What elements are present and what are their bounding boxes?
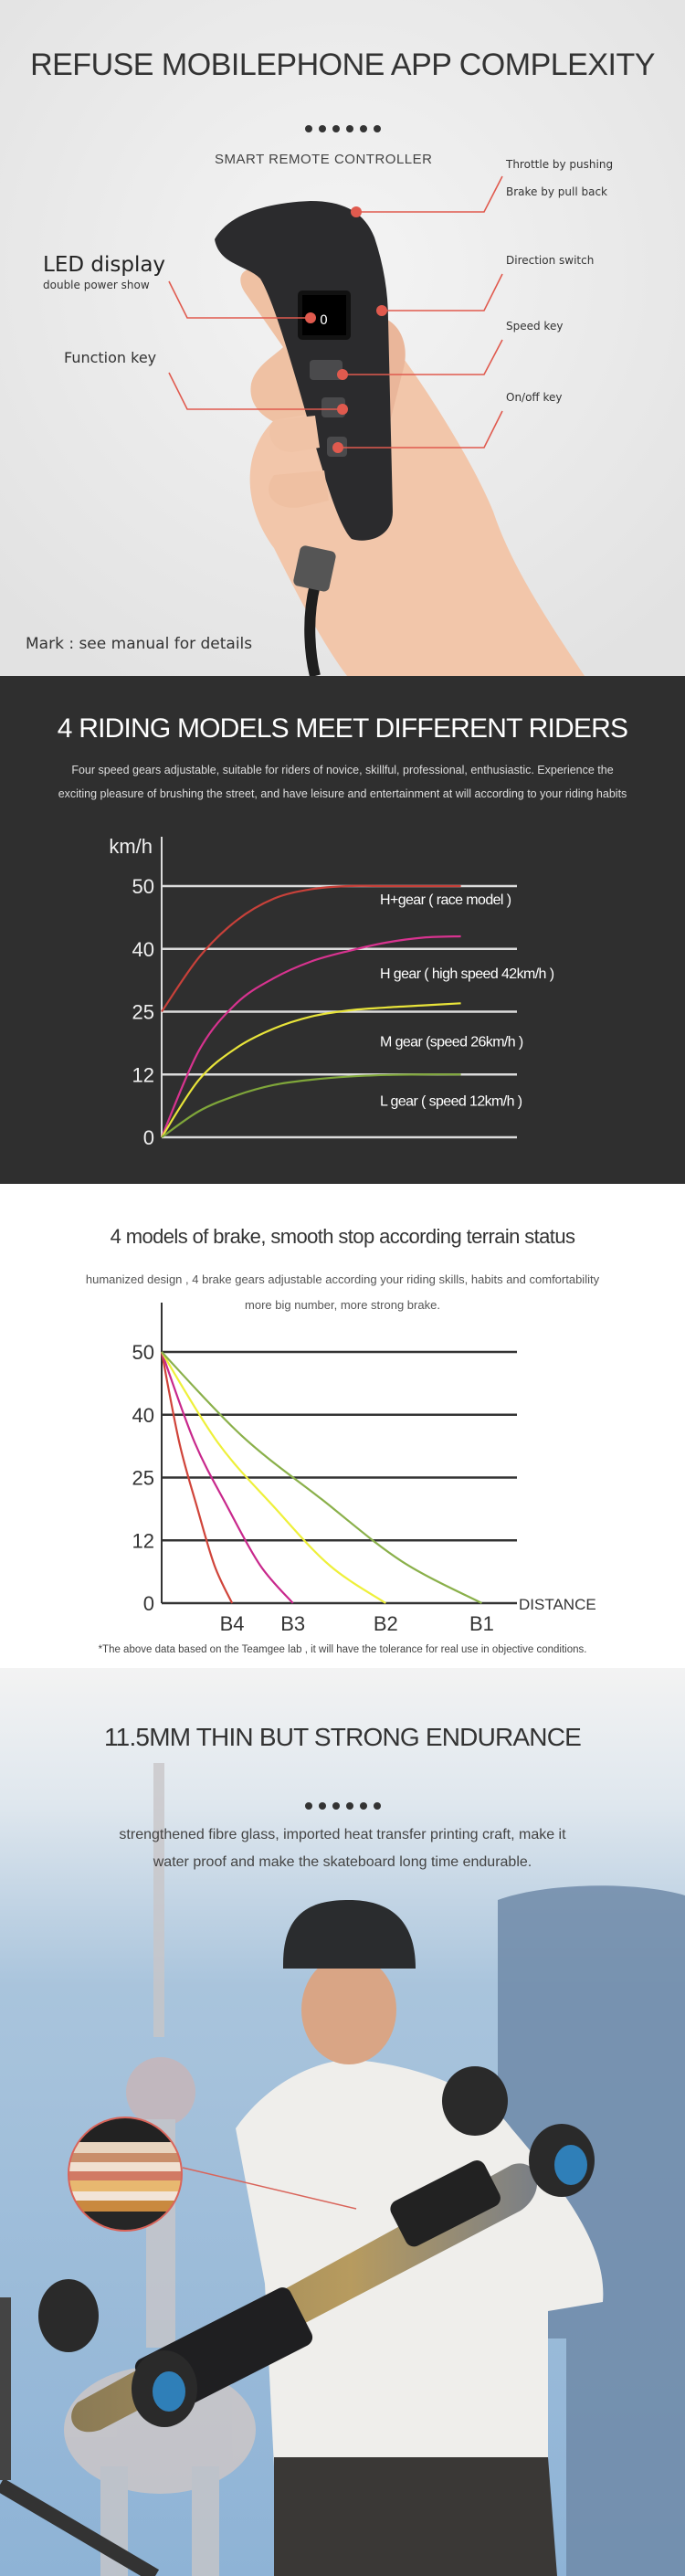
y-tick-label: 0 — [143, 1126, 154, 1149]
y-tick-label: 25 — [132, 1001, 154, 1024]
y-tick-label: 12 — [132, 1063, 154, 1086]
person-pants — [274, 2457, 557, 2576]
series-line-4 — [161, 1351, 482, 1604]
series-line-3 — [161, 1002, 461, 1138]
helmet — [283, 1900, 416, 1969]
y-tick-label: 25 — [132, 1467, 154, 1490]
brake-desc-2: more big number, more strong brake. — [245, 1298, 440, 1312]
series-label: M gear (speed 26km/h ) — [380, 1034, 523, 1050]
riding-desc-2: exciting pleasure of brushing the street… — [58, 787, 627, 800]
brake-footnote: *The above data based on the Teamgee lab… — [98, 1644, 587, 1655]
speed-key — [310, 360, 342, 380]
rider-photo — [0, 1668, 685, 2576]
remote-controller — [215, 201, 393, 541]
series-line-4 — [161, 1073, 461, 1138]
series-line-2 — [160, 1351, 294, 1604]
label-speed-key: Speed key — [506, 320, 564, 333]
label-onoff-key: On/off key — [506, 391, 563, 404]
label-brake: Brake by pull back — [506, 185, 607, 198]
person-face — [301, 1955, 396, 2064]
remote-illustration: 0 — [0, 0, 685, 676]
dots-divider — [0, 1802, 685, 1810]
building-background — [498, 1885, 685, 2576]
x-tick-label: B1 — [469, 1612, 494, 1635]
y-tick-label: 40 — [132, 1404, 154, 1427]
label-function-key: Function key — [64, 349, 157, 366]
series-line-3 — [161, 1351, 386, 1604]
series-label: H+gear ( race model ) — [380, 892, 511, 908]
y-axis-label: km/h — [109, 835, 153, 858]
deck-desc-2: water proof and make the skateboard long… — [153, 1854, 532, 1870]
series-line-2 — [160, 934, 461, 1138]
riding-title: 4 RIDING MODELS MEET DIFFERENT RIDERS — [57, 713, 628, 744]
series-line-1 — [161, 884, 461, 1013]
deck-section: 11.5MM THIN BUT STRONG ENDURANCE strengt… — [0, 1668, 685, 2576]
x-tick-label: B2 — [374, 1612, 398, 1635]
x-axis-label: DISTANCE — [519, 1596, 596, 1613]
x-tick-label: B3 — [280, 1612, 305, 1635]
y-tick-label: 40 — [132, 938, 154, 961]
svg-text:0: 0 — [320, 313, 328, 328]
section-subtitle: SMART REMOTE CONTROLLER — [215, 152, 433, 167]
series-label: L gear ( speed 12km/h ) — [380, 1093, 522, 1109]
brake-section: 4 models of brake, smooth stop according… — [0, 1184, 685, 1668]
skateboard — [38, 2066, 595, 2433]
riding-desc-1: Four speed gears adjustable, suitable fo… — [71, 764, 614, 776]
y-tick-label: 0 — [143, 1592, 154, 1615]
y-tick-label: 50 — [132, 1341, 154, 1364]
brake-title: 4 models of brake, smooth stop according… — [110, 1225, 575, 1248]
dots-divider — [0, 125, 685, 132]
y-tick-label: 12 — [132, 1529, 154, 1552]
label-direction-switch: Direction switch — [506, 254, 595, 267]
series-line-1 — [160, 1351, 234, 1604]
deck-title: 11.5MM THIN BUT STRONG ENDURANCE — [103, 1723, 582, 1751]
annotation-dots — [305, 206, 387, 453]
series-label: H gear ( high speed 42km/h ) — [380, 966, 554, 982]
brake-desc-1: humanized design , 4 brake gears adjusta… — [85, 1272, 600, 1286]
remote-section: 0 REFUSE MOBILEPHONE APP COMPLEXITY SMAR… — [0, 0, 685, 676]
annotation-lines — [168, 175, 503, 449]
label-led-display: LED display — [43, 253, 166, 277]
label-throttle: Throttle by pushing — [506, 158, 614, 171]
label-led-sub: double power show — [43, 279, 150, 291]
x-tick-label: B4 — [220, 1612, 245, 1635]
riding-speed-chart: 0 12 25 40 50 km/h H+gear ( race model ) H gear… — [109, 835, 554, 1149]
brake-distance-chart: 0 12 25 40 50 DISTANCE B4 B3 B2 B1 — [132, 1303, 596, 1635]
deck-desc-1: strengthened fibre glass, imported heat … — [119, 1827, 566, 1842]
riding-models-section: 4 RIDING MODELS MEET DIFFERENT RIDERS Fo… — [0, 676, 685, 1184]
manual-note: Mark : see manual for details — [26, 635, 253, 653]
page-title: REFUSE MOBILEPHONE APP COMPLEXITY — [30, 48, 655, 82]
y-tick-label: 50 — [132, 875, 154, 898]
